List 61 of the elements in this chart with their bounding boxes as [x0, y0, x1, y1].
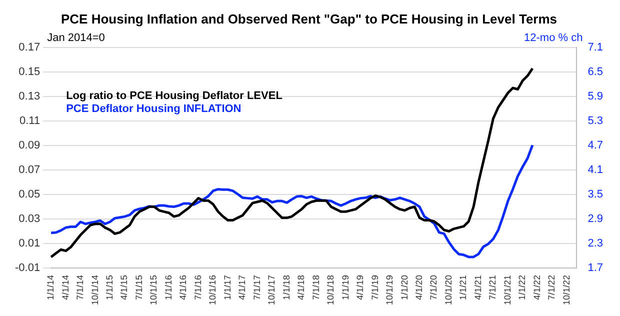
x-tick-label: 1/1/22: [517, 274, 528, 300]
y-tick-label: 0.05: [18, 188, 40, 201]
y2-tick-label: 2.9: [588, 213, 604, 226]
y2-tick-label: 7.1: [588, 42, 604, 54]
x-tick-label: 7/1/22: [546, 274, 557, 300]
x-tick-label: 1/1/21: [458, 274, 468, 300]
text: PCE Deflator Housing INFLATION: [66, 103, 242, 116]
y2-tick-label: 4.1: [588, 164, 604, 176]
x-tick-label: 7/1/14: [75, 274, 86, 300]
x-tick-label: 10/1/20: [443, 274, 454, 306]
x-tick-label: 7/1/21: [488, 274, 498, 300]
x-tick-label: 1/1/14: [46, 274, 56, 300]
x-tick-label: 4/1/18: [296, 274, 306, 300]
x-tick-label: 1/1/16: [163, 274, 174, 300]
x-tick-label: 10/1/17: [266, 274, 277, 306]
x-tick-label: 10/1/16: [208, 274, 218, 306]
x-tick-label: 7/1/16: [192, 274, 203, 300]
y-tick-label: 0.13: [18, 90, 40, 103]
y-tick-label: 0.09: [18, 140, 40, 152]
y-tick-label: 0.11: [19, 115, 40, 128]
x-tick-label: 4/1/20: [414, 274, 424, 300]
x-tick-label: 7/1/15: [134, 274, 144, 300]
y2-tick-label: 3.5: [588, 188, 604, 201]
x-tick-label: 4/1/14: [60, 274, 70, 300]
x-tick-label: 1/1/17: [222, 274, 232, 300]
x-tick-label: 10/1/14: [90, 274, 100, 306]
chart-title: PCE Housing Inflation and Observed Rent "Gap" to PCE Housing in Level Terms: [60, 11, 558, 26]
x-tick-label: 1/1/15: [104, 274, 115, 300]
x-tick-label: 10/1/19: [384, 274, 395, 306]
x-tick-label: 4/1/19: [355, 274, 366, 300]
x-tick-label: 4/1/22: [532, 274, 542, 300]
x-tick-label: 7/1/17: [252, 274, 262, 300]
y2-tick-label: 5.3: [588, 115, 604, 128]
x-tick-label: 4/1/21: [472, 274, 483, 300]
y2-axis-title: 12-mo % ch: [524, 32, 583, 44]
x-tick-label: 10/1/21: [502, 274, 512, 306]
y2-tick-label: 5.9: [588, 90, 604, 103]
y2-tick-label: 6.5: [588, 66, 604, 78]
x-tick-label: 1/1/19: [340, 274, 350, 300]
y2-tick-label: 2.3: [588, 238, 604, 250]
x-tick-label: 10/1/22: [561, 274, 572, 306]
y2-tick-label: 4.7: [588, 140, 604, 152]
x-tick-label: 7/1/20: [428, 274, 439, 300]
x-tick-label: 4/1/17: [237, 274, 248, 300]
x-tick-label: 1/1/18: [281, 274, 292, 300]
x-tick-label: 4/1/16: [178, 274, 188, 300]
y-axis-title: Jan 2014=0: [47, 32, 105, 44]
y-tick-label: 0.03: [18, 213, 40, 226]
y-tick-label: 0.07: [18, 164, 40, 176]
text: Log ratio to PCE Housing Deflator LEVEL: [66, 90, 283, 102]
x-tick-label: 7/1/18: [310, 274, 321, 300]
y2-tick-label: 1.7: [588, 262, 604, 274]
y-tick-label: 0.15: [18, 66, 40, 78]
y-tick-label: 0.17: [18, 42, 40, 54]
x-tick-label: 7/1/19: [370, 274, 380, 300]
y-tick-label: -0.01: [14, 262, 40, 274]
x-tick-label: 1/1/20: [399, 274, 410, 300]
x-tick-label: 10/1/15: [148, 274, 159, 306]
x-tick-label: 10/1/18: [326, 274, 336, 306]
y-tick-label: 0.01: [18, 238, 40, 250]
x-tick-label: 4/1/15: [119, 274, 130, 300]
